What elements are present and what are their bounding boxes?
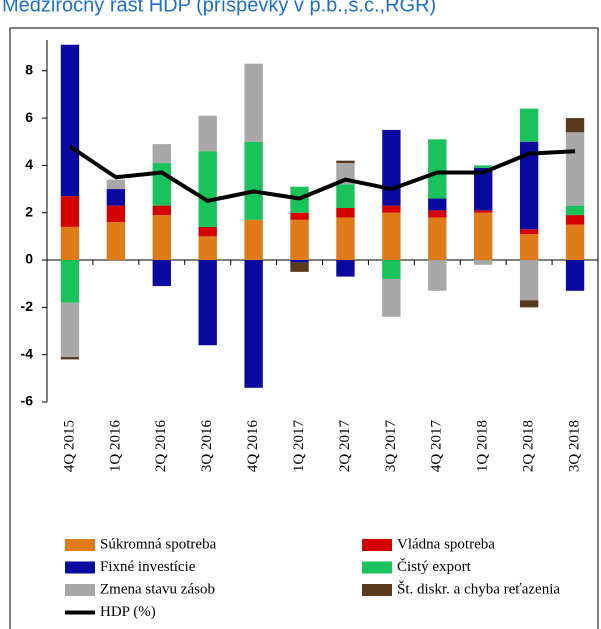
legend-label: HDP (%) xyxy=(100,604,156,620)
bar-segment xyxy=(106,222,126,261)
y-tick-label: -6 xyxy=(21,393,34,409)
bar-segment xyxy=(152,144,171,164)
bar-segment xyxy=(565,132,585,206)
y-tick-label: 6 xyxy=(25,109,33,125)
x-tick-label: 3Q 2016 xyxy=(199,420,215,473)
legend-swatch xyxy=(362,539,392,551)
line-series xyxy=(68,144,576,204)
bar-segment xyxy=(474,165,493,168)
bar-segment xyxy=(106,205,126,223)
bar-segment xyxy=(474,167,493,211)
bar-segment xyxy=(60,44,80,197)
chart-title: Medziročný rast HDP (príspevky v p.b.,s.… xyxy=(2,0,436,16)
bar-segment xyxy=(198,260,217,346)
bar-segment xyxy=(382,129,401,206)
bar-segment xyxy=(198,226,217,237)
bar-segment xyxy=(565,118,585,133)
bar-segment xyxy=(382,212,401,261)
bar-segment xyxy=(106,189,126,206)
bar-segment xyxy=(290,219,309,261)
bar-segment xyxy=(474,210,493,213)
bar-segment xyxy=(519,234,539,261)
bar-segment xyxy=(428,210,447,218)
x-tick-label: 2Q 2018 xyxy=(521,420,537,472)
bar-segment xyxy=(244,63,263,142)
x-tick-label: 3Q 2018 xyxy=(566,420,582,472)
bar-segment xyxy=(152,163,171,206)
legend-swatch xyxy=(65,584,95,596)
legend-swatch xyxy=(65,561,95,574)
frame xyxy=(9,27,599,629)
bar-segment xyxy=(198,115,217,152)
x-tick-label: 1Q 2017 xyxy=(291,420,307,473)
bar-segment xyxy=(244,141,263,220)
bar-segment xyxy=(198,151,217,227)
bar-segment xyxy=(565,215,585,225)
legend-label: Zmena stavu zásob xyxy=(100,581,215,597)
y-tick-label: -2 xyxy=(21,298,34,314)
x-tick-label: 2Q 2017 xyxy=(337,420,353,473)
x-tick-label: 4Q 2015 xyxy=(61,420,77,472)
bar-segment xyxy=(428,139,447,199)
bar-segment xyxy=(60,196,80,227)
x-tick-label: 3Q 2017 xyxy=(383,420,399,473)
bar-segment xyxy=(565,224,585,261)
bar-segment xyxy=(519,108,539,142)
y-tick-label: -4 xyxy=(21,345,34,361)
legend-label: Vládna spotreba xyxy=(397,536,495,552)
legend-swatch xyxy=(65,539,95,551)
legend-label: Súkromná spotreba xyxy=(100,536,217,552)
legend-label: Št. diskr. a chyba reťazenia xyxy=(397,580,560,597)
bar-segment xyxy=(290,260,309,263)
x-tick-label: 2Q 2016 xyxy=(153,420,169,473)
bar-segment xyxy=(290,262,309,272)
bar-segment xyxy=(336,184,355,208)
x-tick-label: 4Q 2017 xyxy=(429,420,445,473)
bar-segment xyxy=(60,226,80,261)
bar-segment xyxy=(428,217,447,261)
bar-segment xyxy=(474,260,493,265)
x-tick-label: 1Q 2016 xyxy=(107,420,123,473)
bar-segment xyxy=(519,141,539,230)
bar-segment xyxy=(60,357,80,360)
bar-segment xyxy=(152,260,171,287)
y-tick-label: 8 xyxy=(25,61,33,77)
legend-label: Fixné investície xyxy=(100,559,196,575)
bar-segment xyxy=(336,207,355,218)
legend-label: Čistý export xyxy=(397,558,472,575)
y-tick-label: 4 xyxy=(25,156,33,172)
bar-segment xyxy=(428,198,447,211)
legend-swatch xyxy=(362,561,392,574)
bar-segment xyxy=(428,260,447,291)
legend-swatch xyxy=(362,584,392,596)
bar-segment xyxy=(519,260,539,301)
bar-segment xyxy=(336,217,355,261)
bar-segment xyxy=(474,212,493,261)
x-tick-label: 4Q 2016 xyxy=(245,420,261,473)
bar-segment xyxy=(382,205,401,213)
bar-segment xyxy=(152,215,171,261)
bar-segment xyxy=(565,205,585,216)
bar-segment xyxy=(60,260,80,303)
x-tick-label: 1Q 2018 xyxy=(475,420,491,472)
bar-segment xyxy=(519,300,539,308)
bar-segment xyxy=(519,229,539,235)
bar-segment xyxy=(244,260,263,388)
bar-segment xyxy=(336,160,355,164)
bar-segment xyxy=(382,260,401,279)
y-tick-label: 2 xyxy=(25,203,33,219)
bar-segment xyxy=(106,179,126,190)
bar-segment xyxy=(290,212,309,220)
bar-segment xyxy=(152,205,171,216)
y-tick-label: 0 xyxy=(25,251,33,267)
bar-segment xyxy=(382,278,401,317)
bar-segment xyxy=(336,260,355,277)
bar-segment xyxy=(565,260,585,291)
bar-segment xyxy=(60,302,80,358)
bar-segment xyxy=(198,236,217,261)
bar-segment xyxy=(244,219,263,261)
